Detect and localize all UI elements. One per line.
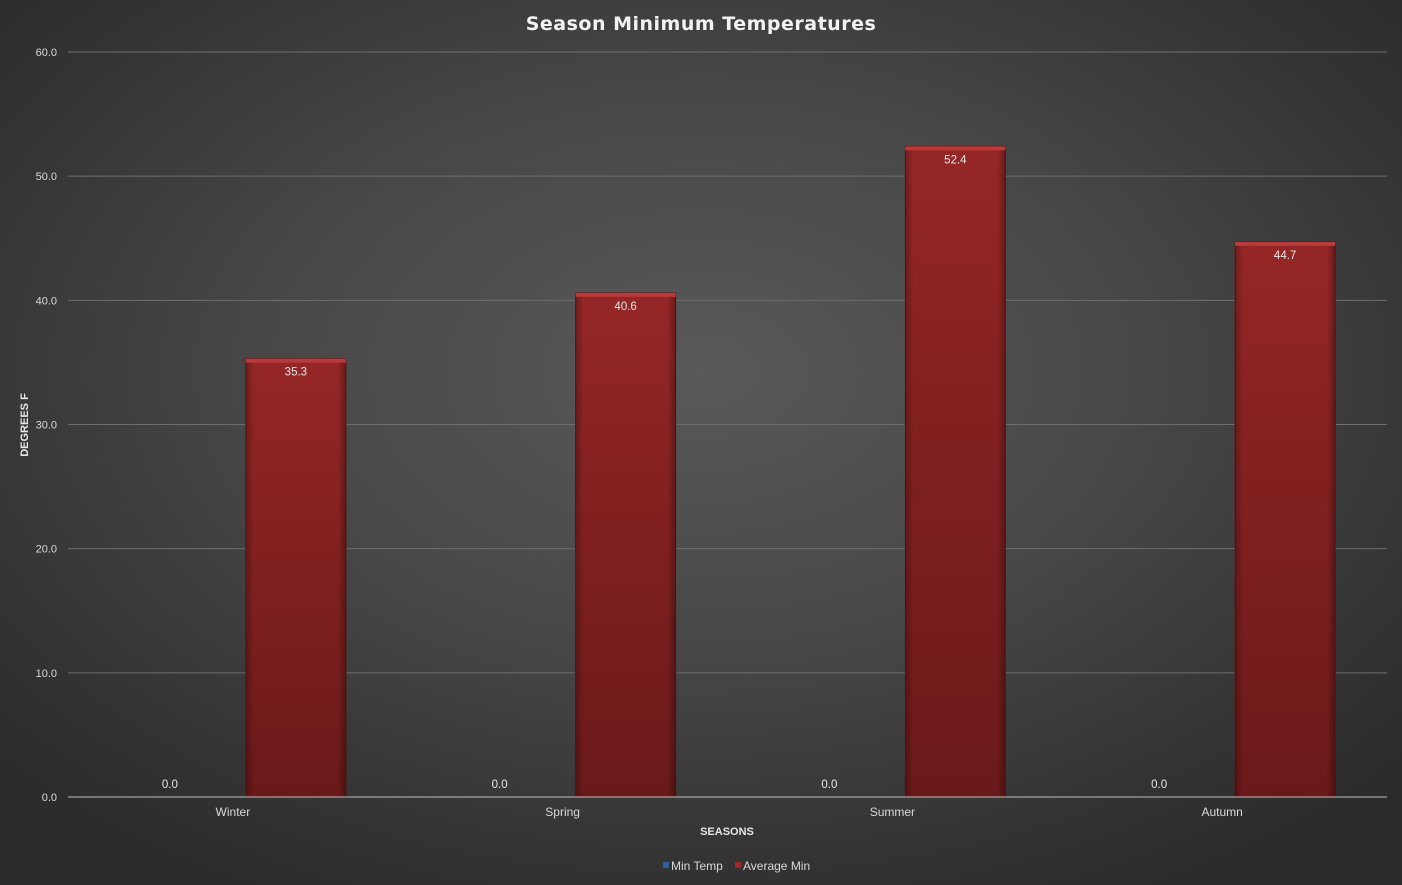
bar-top-edge (575, 292, 676, 297)
bar-average-min (575, 292, 677, 798)
y-tick-label: 60.0 (36, 47, 57, 59)
y-tick-label: 40.0 (36, 295, 57, 307)
legend-label-average-min: Average Min (743, 859, 810, 873)
data-label-average-min: 52.4 (944, 154, 967, 166)
x-axis-title: SEASONS (700, 826, 754, 838)
data-label-min-temp: 0.0 (1151, 779, 1167, 791)
data-label-average-min: 44.7 (1274, 250, 1296, 262)
bar-average-min (1234, 241, 1336, 798)
bars (245, 145, 1336, 798)
x-axis-categories: Winter Spring Summer Autumn (216, 805, 1243, 819)
legend-swatch-min-temp (663, 862, 669, 868)
data-label-average-min: 35.3 (285, 367, 307, 379)
data-label-average-min: 40.6 (614, 301, 636, 313)
bar-shade (1235, 241, 1336, 798)
legend-swatch-average-min (735, 862, 741, 868)
y-axis-ticks: 0.0 10.0 20.0 30.0 40.0 50.0 60.0 (36, 47, 57, 804)
bar-top-edge (1235, 241, 1336, 246)
y-tick-label: 20.0 (36, 544, 57, 556)
bar-top-edge (245, 358, 346, 363)
x-category-label: Winter (216, 805, 251, 819)
data-labels: 0.0 35.3 0.0 40.6 0.0 52.4 0.0 44.7 (162, 154, 1296, 791)
data-label-min-temp: 0.0 (492, 779, 508, 791)
bar-shade (575, 292, 676, 797)
y-tick-label: 0.0 (42, 792, 57, 804)
y-tick-label: 10.0 (36, 668, 57, 680)
legend: Min Temp Average Min (663, 859, 810, 873)
bar-shade (905, 146, 1006, 797)
y-axis-title: DEGREES F (19, 393, 31, 457)
legend-label-min-temp: Min Temp (671, 859, 723, 873)
chart-title: Season Minimum Temperatures (526, 13, 877, 35)
data-label-min-temp: 0.0 (821, 779, 837, 791)
bar-average-min (904, 145, 1006, 798)
y-tick-label: 30.0 (36, 420, 57, 432)
bar-top-edge (905, 146, 1006, 151)
bar-average-min (245, 358, 347, 798)
data-label-min-temp: 0.0 (162, 779, 178, 791)
x-category-label: Summer (870, 805, 915, 819)
y-tick-label: 50.0 (36, 171, 57, 183)
x-category-label: Autumn (1201, 805, 1242, 819)
bar-shade (245, 358, 346, 797)
x-category-label: Spring (545, 805, 580, 819)
